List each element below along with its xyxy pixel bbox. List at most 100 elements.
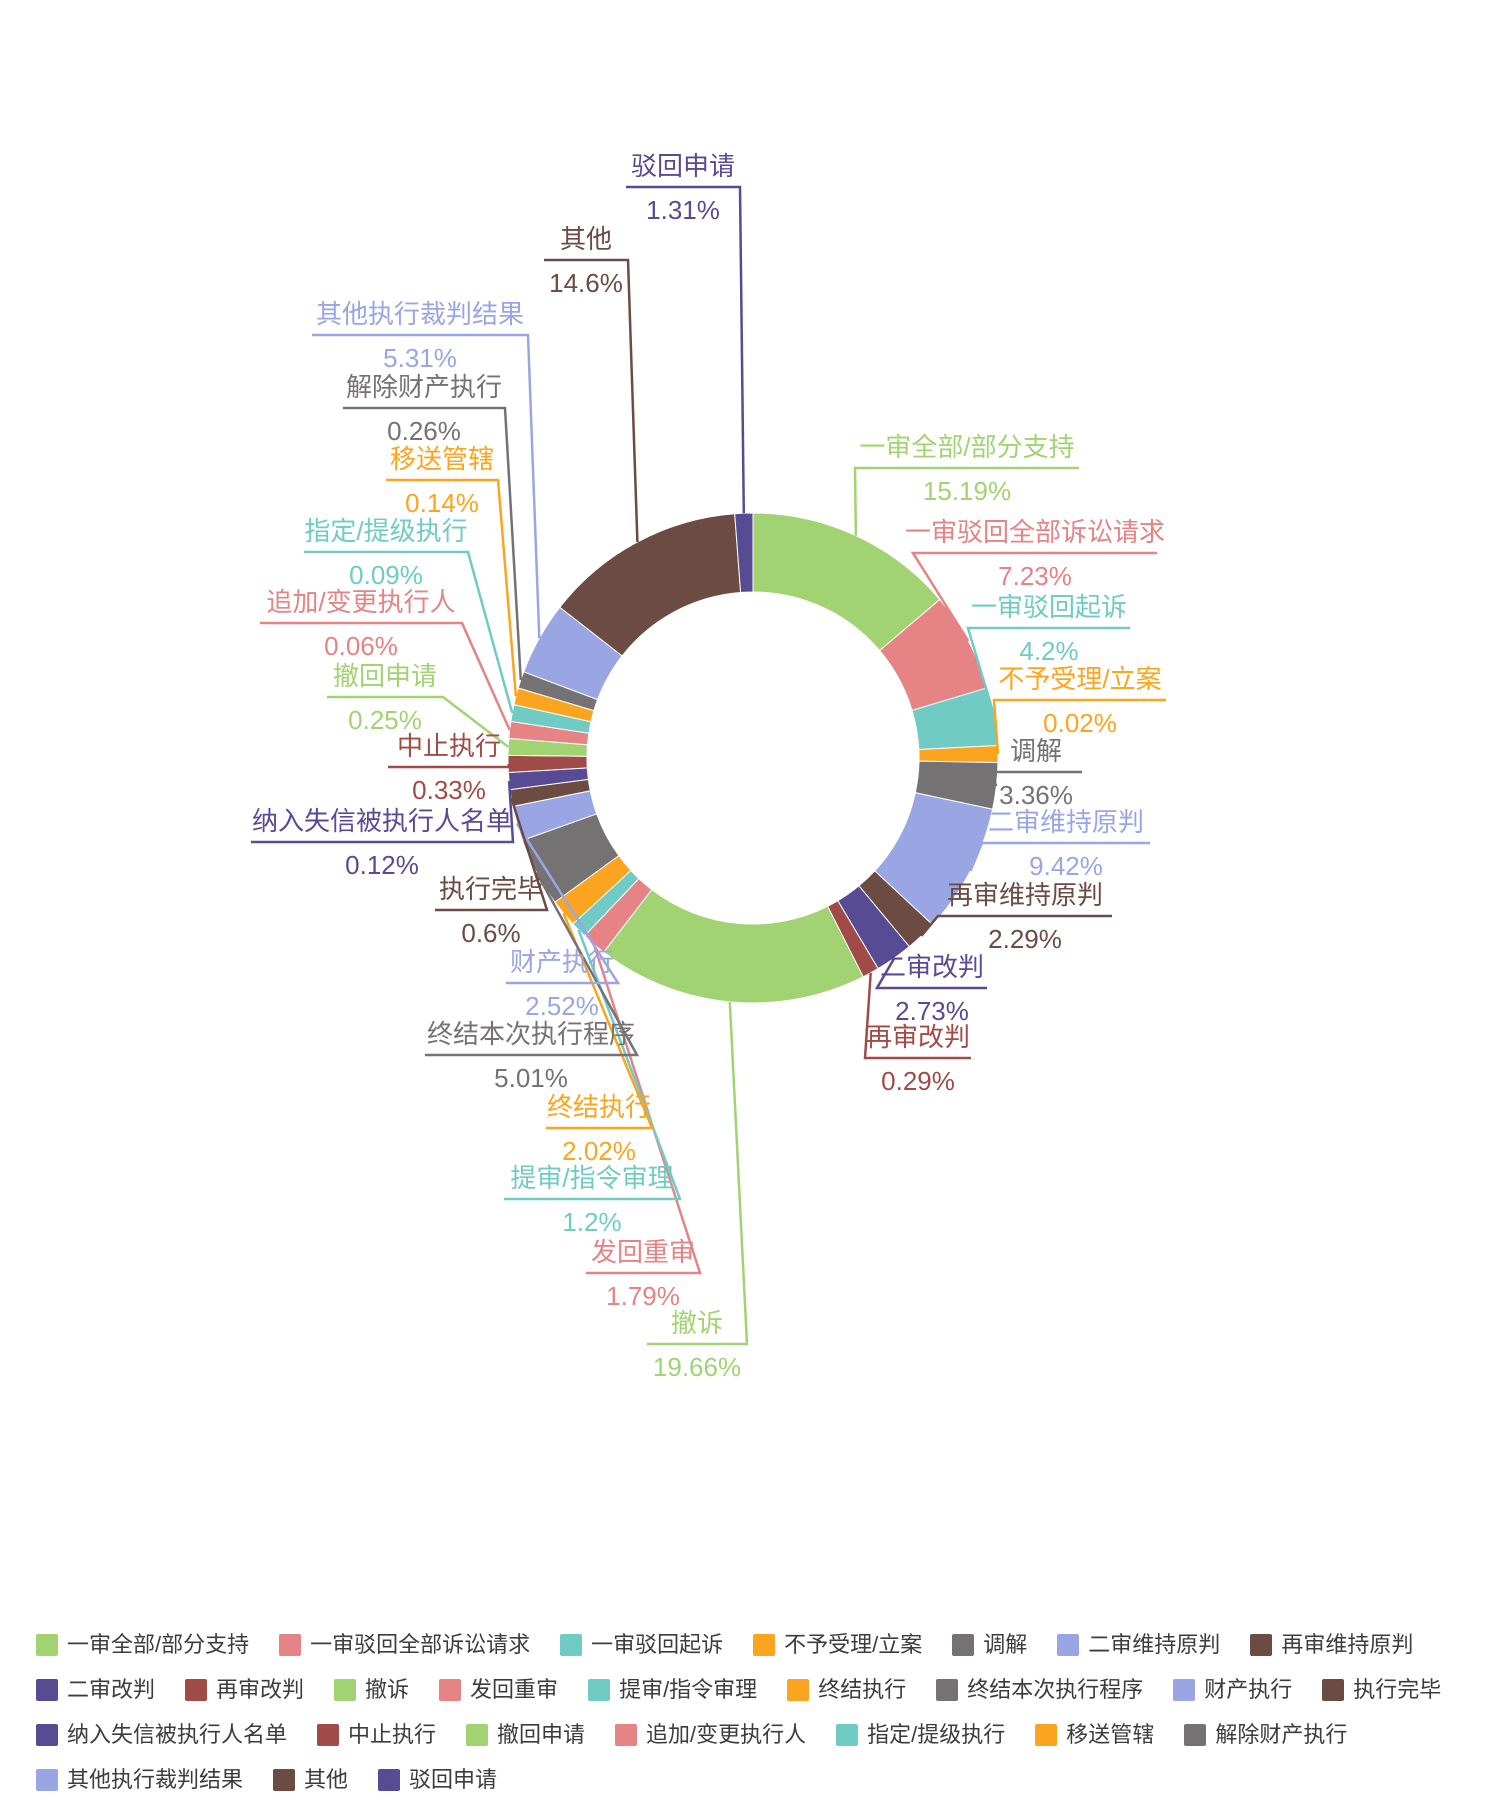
legend-label: 其他 [304, 1767, 349, 1792]
legend-label: 驳回申请 [409, 1767, 498, 1792]
label-line-2 [966, 626, 1130, 717]
legend-swatch-icon [1250, 1634, 1273, 1656]
legend-swatch-icon [836, 1724, 859, 1746]
legend-item-6[interactable]: 再审维持原判 [1250, 1632, 1413, 1658]
legend-item-21[interactable]: 移送管辖 [1035, 1722, 1154, 1748]
legend: 一审全部/部分支持 一审驳回全部诉讼请求 一审驳回起诉 不予受理/立案 调解 二审维持原判… [36, 1632, 1460, 1793]
label-line-14 [506, 822, 621, 985]
legend-item-20[interactable]: 指定/提级执行 [836, 1722, 1005, 1748]
label-line-7 [874, 957, 987, 990]
legend-label: 执行完毕 [1353, 1677, 1442, 1702]
legend-label: 终结执行 [818, 1677, 907, 1702]
legend-item-10[interactable]: 发回重审 [439, 1677, 558, 1703]
legend-item-23[interactable]: 其他执行裁判结果 [36, 1767, 243, 1793]
legend-swatch-icon [588, 1679, 611, 1701]
pie-slice-25[interactable] [734, 512, 754, 594]
legend-label: 财产执行 [1204, 1677, 1293, 1702]
legend-label: 撤诉 [365, 1677, 410, 1702]
legend-swatch-icon [185, 1679, 208, 1701]
label-line-19 [260, 621, 511, 731]
legend-label: 一审全部/部分支持 [67, 1632, 250, 1657]
legend-swatch-icon [36, 1634, 58, 1656]
legend-swatch-icon [936, 1679, 959, 1701]
legend-label: 移送管辖 [1066, 1722, 1155, 1747]
legend-label: 其他执行裁判结果 [67, 1767, 244, 1792]
legend-swatch-icon [466, 1724, 489, 1746]
legend-item-15[interactable]: 执行完毕 [1322, 1677, 1441, 1703]
legend-swatch-icon [615, 1724, 638, 1746]
legend-item-9[interactable]: 撤诉 [334, 1677, 409, 1703]
legend-label: 撤回申请 [497, 1722, 586, 1747]
legend-label: 一审驳回起诉 [591, 1632, 724, 1657]
label-line-21 [386, 478, 518, 697]
legend-swatch-icon [36, 1769, 58, 1791]
legend-item-24[interactable]: 其他 [273, 1767, 348, 1793]
legend-item-19[interactable]: 追加/变更执行人 [615, 1722, 806, 1748]
legend-item-16[interactable]: 纳入失信被执行人名单 [36, 1722, 287, 1748]
legend-item-25[interactable]: 驳回申请 [378, 1767, 497, 1793]
label-line-25 [626, 185, 746, 514]
label-line-13 [425, 871, 640, 1057]
label-line-6 [920, 914, 1112, 937]
legend-item-11[interactable]: 提审/指令审理 [588, 1677, 757, 1703]
legend-label: 追加/变更执行人 [646, 1722, 807, 1747]
legend-label: 二审改判 [67, 1677, 156, 1702]
label-line-20 [304, 550, 514, 714]
pie-slice-9[interactable] [602, 888, 864, 1004]
legend-swatch-icon [952, 1634, 975, 1656]
label-line-12 [546, 912, 654, 1130]
legend-item-5[interactable]: 二审维持原判 [1057, 1632, 1220, 1658]
legend-item-0[interactable]: 一审全部/部分支持 [36, 1632, 249, 1658]
legend-swatch-icon [560, 1634, 583, 1656]
legend-label: 调解 [983, 1632, 1028, 1657]
legend-label: 终结本次执行程序 [967, 1677, 1144, 1702]
label-line-18 [327, 695, 510, 748]
legend-label: 不予受理/立案 [784, 1632, 923, 1657]
legend-item-12[interactable]: 终结执行 [787, 1677, 906, 1703]
legend-swatch-icon [1057, 1634, 1080, 1656]
legend-swatch-icon [1035, 1724, 1058, 1746]
legend-swatch-icon [1173, 1679, 1196, 1701]
legend-swatch-icon [279, 1634, 302, 1656]
legend-item-14[interactable]: 财产执行 [1173, 1677, 1292, 1703]
legend-item-3[interactable]: 不予受理/立案 [753, 1632, 922, 1658]
label-line-16 [251, 781, 515, 844]
legend-item-2[interactable]: 一审驳回起诉 [560, 1632, 723, 1658]
label-line-24 [544, 258, 639, 543]
label-line-1 [910, 551, 1157, 642]
legend-swatch-icon [273, 1769, 296, 1791]
legend-item-13[interactable]: 终结本次执行程序 [936, 1677, 1143, 1703]
legend-item-22[interactable]: 解除财产执行 [1184, 1722, 1347, 1748]
label-line-8 [863, 972, 971, 1060]
legend-item-7[interactable]: 二审改判 [36, 1677, 155, 1703]
legend-item-8[interactable]: 再审改判 [185, 1677, 304, 1703]
legend-swatch-icon [1184, 1724, 1207, 1746]
legend-swatch-icon [36, 1724, 58, 1746]
legend-label: 指定/提级执行 [867, 1722, 1006, 1747]
label-line-17 [388, 763, 513, 769]
label-line-5 [969, 841, 1150, 872]
legend-swatch-icon [317, 1724, 340, 1746]
legend-swatch-icon [787, 1679, 810, 1701]
legend-swatch-icon [36, 1679, 58, 1701]
legend-item-1[interactable]: 一审驳回全部诉讼请求 [279, 1632, 530, 1658]
legend-swatch-icon [378, 1769, 401, 1791]
legend-swatch-icon [753, 1634, 776, 1656]
legend-label: 提审/指令审理 [619, 1677, 758, 1702]
label-line-22 [343, 406, 523, 680]
legend-label: 二审维持原判 [1088, 1632, 1221, 1657]
legend-label: 中止执行 [348, 1722, 437, 1747]
legend-item-17[interactable]: 中止执行 [317, 1722, 436, 1748]
legend-label: 纳入失信被执行人名单 [67, 1722, 288, 1747]
label-line-3 [992, 698, 1166, 755]
legend-label: 一审驳回全部诉讼请求 [310, 1632, 531, 1657]
label-line-9 [647, 1001, 749, 1346]
legend-item-4[interactable]: 调解 [952, 1632, 1027, 1658]
legend-swatch-icon [334, 1679, 357, 1701]
label-line-11 [504, 929, 682, 1201]
label-line-15 [435, 797, 549, 912]
legend-label: 解除财产执行 [1215, 1722, 1348, 1747]
legend-item-18[interactable]: 撤回申请 [466, 1722, 585, 1748]
